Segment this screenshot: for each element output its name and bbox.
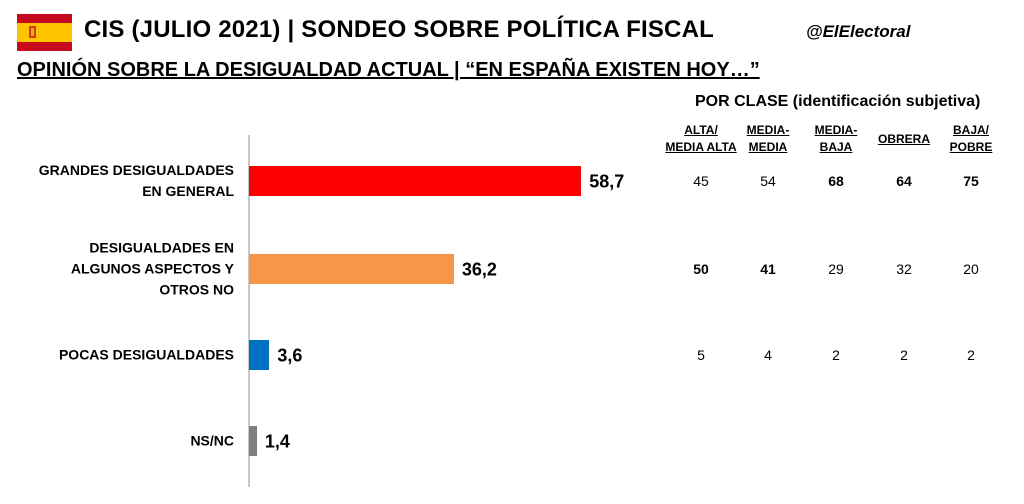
table-cell: 32 <box>896 261 912 277</box>
table-cell: 2 <box>900 347 908 363</box>
bar-value-label: 36,2 <box>461 259 497 280</box>
table-cell: 4 <box>764 347 772 363</box>
category-label: NS/NC <box>190 432 234 449</box>
table-cell: 45 <box>693 173 709 189</box>
table-cell: 54 <box>760 173 776 189</box>
bar-value-label: 58,7 <box>589 171 625 192</box>
bar-value-label: 1,4 <box>264 431 290 452</box>
bar <box>249 340 270 370</box>
spain-flag-icon <box>17 14 72 51</box>
class-table-header: POR CLASE (identificación subjetiva) <box>695 93 981 110</box>
table-cell: 68 <box>828 173 844 189</box>
table-cell: 64 <box>896 173 912 189</box>
table-cell: 29 <box>828 261 844 277</box>
bar <box>249 254 454 284</box>
class-column-header: MEDIA- BAJA <box>814 123 858 154</box>
table-cell: 5 <box>697 347 705 363</box>
category-label: POCAS DESIGUALDADES <box>58 346 234 363</box>
table-cell: 2 <box>967 347 975 363</box>
table-cell: 20 <box>963 261 979 277</box>
bar <box>249 426 257 456</box>
table-cell: 2 <box>832 347 840 363</box>
table-cell: 41 <box>760 261 776 277</box>
class-column-header: MEDIA- MEDIA <box>746 123 790 154</box>
chart-subtitle: OPINIÓN SOBRE LA DESIGUALDAD ACTUAL | “E… <box>17 59 760 81</box>
category-label: GRANDES DESIGUALDADES EN GENERAL <box>38 162 234 199</box>
table-cell: 75 <box>963 173 979 189</box>
class-column-header: OBRERA <box>877 132 931 146</box>
category-label: DESIGUALDADES EN ALGUNOS ASPECTOS Y OTRO… <box>70 239 234 298</box>
class-column-header: ALTA/ MEDIA ALTA <box>665 123 737 154</box>
table-cell: 50 <box>693 261 709 277</box>
bar-value-label: 3,6 <box>277 345 303 366</box>
class-column-header: BAJA/ POBRE <box>949 123 993 154</box>
bar <box>249 166 582 196</box>
page-title: CIS (JULIO 2021) | SONDEO SOBRE POLÍTICA… <box>84 16 714 43</box>
author-handle: @ElElectoral <box>806 22 911 41</box>
chart-axis-line <box>248 135 250 487</box>
